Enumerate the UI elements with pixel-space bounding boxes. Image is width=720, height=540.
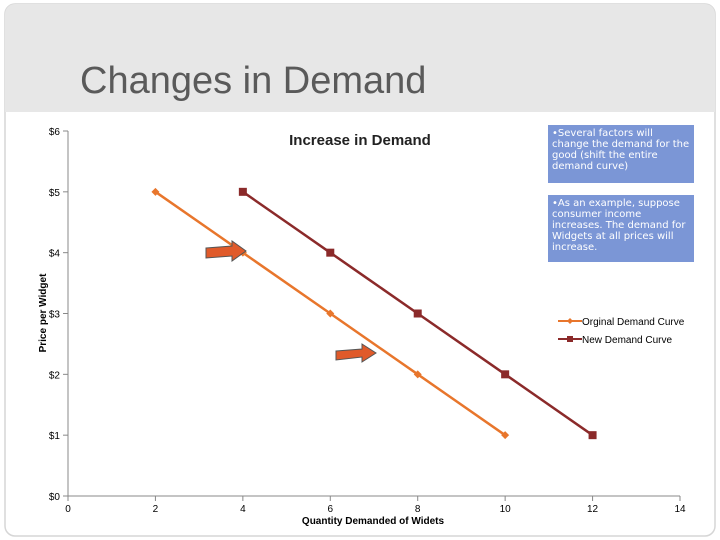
data-point-original — [151, 187, 160, 196]
shift-arrow-lower — [335, 343, 377, 363]
x-tick-label: 4 — [240, 504, 246, 515]
data-point-new — [326, 248, 335, 257]
chart-axes: $0 $1 $2 $3 $4 $5 $6 0 2 4 6 8 10 12 14 — [49, 127, 686, 515]
data-point-new — [588, 431, 597, 440]
y-tick-label: $3 — [49, 310, 61, 321]
y-tick-label: $2 — [49, 370, 61, 381]
x-tick-label: 2 — [153, 504, 159, 515]
x-tick-label: 0 — [65, 504, 71, 515]
y-tick-label: $4 — [49, 249, 61, 260]
legend-marker-new — [567, 336, 573, 342]
x-tick-label: 14 — [674, 504, 686, 515]
x-tick-label: 12 — [587, 504, 599, 515]
y-tick-label: $0 — [49, 492, 61, 503]
legend-label-new: New Demand Curve — [582, 335, 672, 346]
slide-title: Changes in Demand — [80, 60, 427, 102]
shift-arrow-upper — [205, 240, 247, 262]
data-point-new — [501, 370, 510, 379]
chart-plot-area — [151, 187, 597, 440]
y-tick-label: $5 — [49, 188, 61, 199]
shift-arrows — [205, 240, 377, 363]
info-box-factors: •Several factors will change the demand … — [548, 125, 694, 183]
y-axis-label: Price per Widget — [38, 273, 49, 352]
data-point-original — [326, 309, 335, 318]
x-tick-label: 10 — [500, 504, 512, 515]
x-axis-label: Quantity Demanded of Widets — [302, 516, 445, 527]
chart-title: Increase in Demand — [289, 132, 431, 149]
data-point-new — [413, 309, 422, 318]
info-box-example: •As an example, suppose consumer income … — [548, 195, 694, 262]
x-tick-label: 8 — [415, 504, 421, 515]
x-tick-label: 6 — [328, 504, 334, 515]
chart-legend: Orginal Demand Curve New Demand Curve — [558, 317, 685, 346]
y-tick-label: $1 — [49, 431, 61, 442]
y-tick-label: $6 — [49, 127, 61, 138]
legend-marker-original — [567, 318, 573, 324]
data-point-new — [238, 187, 247, 196]
data-point-original — [413, 370, 422, 379]
legend-label-original: Orginal Demand Curve — [582, 317, 685, 328]
data-point-original — [501, 431, 510, 440]
